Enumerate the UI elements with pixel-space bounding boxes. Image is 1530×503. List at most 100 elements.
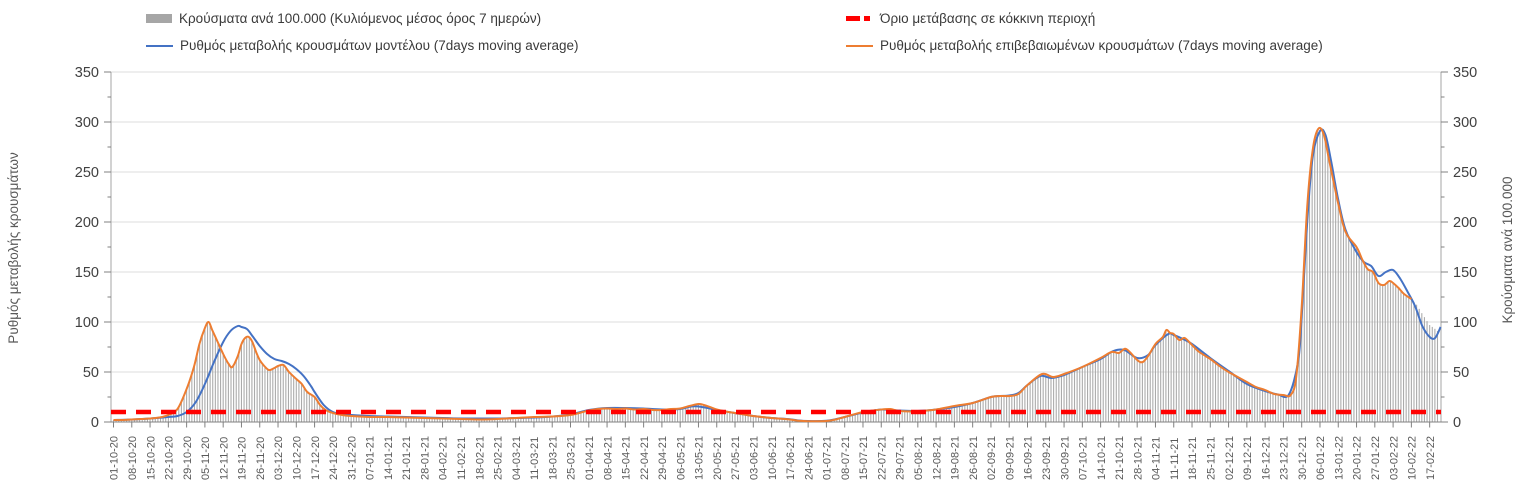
x-tick-label: 13-05-21	[694, 436, 706, 480]
model-rate-line	[113, 128, 1442, 423]
x-tick-label: 04-03-21	[511, 436, 523, 480]
x-tick-label: 15-07-21	[858, 436, 870, 480]
right-y-tick-label: 350	[1453, 65, 1477, 81]
legend-label-cases-per-100k: Κρούσματα ανά 100.000 (Κυλιόμενος μέσος …	[179, 11, 542, 26]
left-y-tick-label: 350	[75, 65, 99, 81]
red-dash-swatch-icon	[846, 16, 873, 21]
x-tick-label: 23-12-21	[1279, 436, 1291, 480]
orange-line-swatch-icon	[846, 44, 873, 47]
x-tick-label: 25-03-21	[566, 436, 578, 480]
x-tick-label: 25-02-21	[493, 436, 505, 480]
x-tick-label: 16-09-21	[1023, 436, 1035, 480]
x-tick-label: 27-05-21	[730, 436, 742, 480]
x-tick-label: 30-12-21	[1297, 436, 1309, 480]
x-tick-label: 16-12-21	[1260, 436, 1272, 480]
x-tick-label: 26-08-21	[968, 436, 980, 480]
x-tick-label: 17-06-21	[785, 436, 797, 480]
x-tick-label: 03-12-20	[273, 436, 285, 480]
x-tick-label: 10-06-21	[767, 436, 779, 480]
x-tick-label: 18-03-21	[547, 436, 559, 480]
left-y-tick-label: 100	[75, 315, 99, 331]
legend-left-column: Κρούσματα ανά 100.000 (Κυλιόμενος μέσος …	[146, 5, 579, 59]
x-tick-label: 29-07-21	[895, 436, 907, 480]
right-y-tick-label: 150	[1453, 265, 1477, 281]
x-tick-label: 02-09-21	[986, 436, 998, 480]
x-tick-label: 01-04-21	[584, 436, 596, 480]
x-tick-label: 14-01-21	[383, 436, 395, 480]
x-tick-label: 28-01-21	[419, 436, 431, 480]
right-y-tick-label: 0	[1453, 415, 1461, 431]
x-tick-label: 11-11-21	[1169, 438, 1181, 480]
right-y-tick-label: 50	[1453, 365, 1469, 381]
left-y-tick-label: 0	[91, 415, 99, 431]
plot-group: 0 0 50 50 100 100 150 150 200 200 250 250 300 300 350 3…	[75, 65, 1477, 480]
x-tick-label: 29-10-20	[182, 436, 194, 480]
x-tick-label: 22-04-21	[639, 436, 651, 480]
x-tick-label: 20-01-22	[1352, 436, 1364, 480]
confirmed-rate-line	[113, 126, 1412, 423]
x-tick-label: 07-10-21	[1078, 436, 1090, 480]
right-y-tick-label: 300	[1453, 115, 1477, 131]
x-tick-label: 01-10-20	[109, 436, 121, 480]
x-tick-label: 26-11-20	[255, 437, 267, 480]
legend-item-confirmed-rate: Ρυθμός μεταβολής επιβεβαιωμένων κρουσμάτ…	[846, 32, 1323, 59]
x-tick-label: 18-11-21	[1187, 437, 1199, 480]
x-tick-label: 27-01-22	[1370, 436, 1382, 480]
x-tick-label: 01-07-21	[822, 436, 834, 480]
x-tick-label: 21-01-21	[401, 436, 413, 480]
legend-item-cases-per-100k: Κρούσματα ανά 100.000 (Κυλιόμενος μέσος …	[146, 5, 579, 32]
x-tick-label: 09-09-21	[1004, 436, 1016, 480]
left-y-tick-label: 300	[75, 115, 99, 131]
x-tick-label: 18-02-21	[474, 436, 486, 480]
x-tick-label: 17-12-20	[310, 436, 322, 480]
x-tick-label: 12-08-21	[931, 436, 943, 480]
x-tick-label: 12-11-20	[218, 437, 230, 480]
x-tick-label: 06-05-21	[675, 436, 687, 480]
left-y-tick-label: 250	[75, 165, 99, 181]
legend-label-model-rate: Ρυθμός μεταβολής κρουσμάτων μοντέλου (7d…	[180, 38, 579, 53]
x-tick-label: 04-02-21	[438, 436, 450, 480]
x-tick-label: 23-09-21	[1041, 436, 1053, 480]
left-axis-title: Ρυθμός μεταβολής κρουσμάτων	[6, 152, 21, 344]
blue-line-swatch-icon	[146, 44, 173, 47]
x-tick-label: 14-10-21	[1096, 436, 1108, 480]
x-tick-label: 17-02-22	[1425, 436, 1437, 480]
x-tick-label: 05-08-21	[913, 436, 925, 480]
x-tick-label: 25-11-21	[1206, 437, 1218, 480]
x-tick-label: 21-10-21	[1114, 436, 1126, 480]
legend-label-confirmed-rate: Ρυθμός μεταβολής επιβεβαιωμένων κρουσμάτ…	[880, 38, 1323, 53]
x-tick-label: 22-07-21	[876, 436, 888, 480]
x-tick-label: 24-12-20	[328, 436, 340, 480]
x-tick-label: 09-12-21	[1242, 436, 1254, 480]
left-y-tick-label: 150	[75, 265, 99, 281]
right-y-tick-label: 250	[1453, 165, 1477, 181]
gray-bar-swatch-icon	[146, 14, 172, 23]
legend-right-column: Όριο μετάβασης σε κόκκινη περιοχή Ρυθμός…	[846, 5, 1323, 59]
x-tick-label: 05-11-20	[200, 437, 212, 480]
x-tick-label: 24-06-21	[803, 436, 815, 480]
x-tick-label: 29-04-21	[657, 436, 669, 480]
x-tick-label: 19-08-21	[950, 436, 962, 480]
x-tick-label: 03-06-21	[749, 436, 761, 480]
x-tick-label: 02-12-21	[1224, 436, 1236, 480]
legend-item-red-threshold: Όριο μετάβασης σε κόκκινη περιοχή	[846, 5, 1323, 32]
x-tick-label: 08-07-21	[840, 436, 852, 480]
x-tick-label: 07-01-21	[365, 436, 377, 480]
x-tick-label: 13-01-22	[1333, 436, 1345, 480]
x-tick-label: 10-12-20	[292, 436, 304, 480]
x-tick-label: 22-10-20	[164, 436, 176, 480]
x-tick-label: 30-09-21	[1059, 436, 1071, 480]
x-tick-label: 03-02-22	[1388, 436, 1400, 480]
x-tick-label: 08-10-20	[127, 436, 139, 480]
legend-item-model-rate: Ρυθμός μεταβολής κρουσμάτων μοντέλου (7d…	[146, 32, 579, 59]
x-tick-label: 15-04-21	[621, 436, 633, 480]
x-tick-label: 11-02-21	[456, 437, 468, 480]
right-y-tick-label: 100	[1453, 315, 1477, 331]
x-tick-label: 15-10-20	[145, 436, 157, 480]
x-tick-label: 04-11-21	[1151, 437, 1163, 480]
right-y-tick-label: 200	[1453, 215, 1477, 231]
x-tick-label: 31-12-20	[346, 436, 358, 480]
legend-label-red-threshold: Όριο μετάβασης σε κόκκινη περιοχή	[880, 11, 1096, 26]
right-axis-title: Κρούσματα ανά 100.000	[1500, 176, 1515, 323]
